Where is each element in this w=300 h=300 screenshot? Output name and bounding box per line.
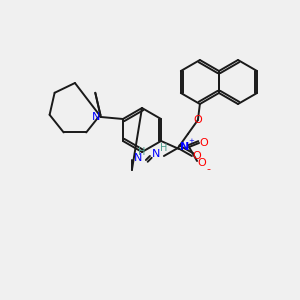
Text: O: O: [193, 151, 201, 161]
Text: H: H: [160, 143, 168, 153]
Text: N: N: [92, 112, 100, 122]
Text: +: +: [188, 138, 194, 144]
Text: H: H: [138, 147, 146, 157]
Text: N: N: [180, 142, 190, 152]
Text: N: N: [152, 149, 160, 159]
Text: O: O: [194, 115, 202, 125]
Text: N: N: [134, 153, 142, 163]
Text: -: -: [206, 164, 210, 174]
Text: O: O: [198, 158, 206, 168]
Text: O: O: [200, 138, 208, 148]
